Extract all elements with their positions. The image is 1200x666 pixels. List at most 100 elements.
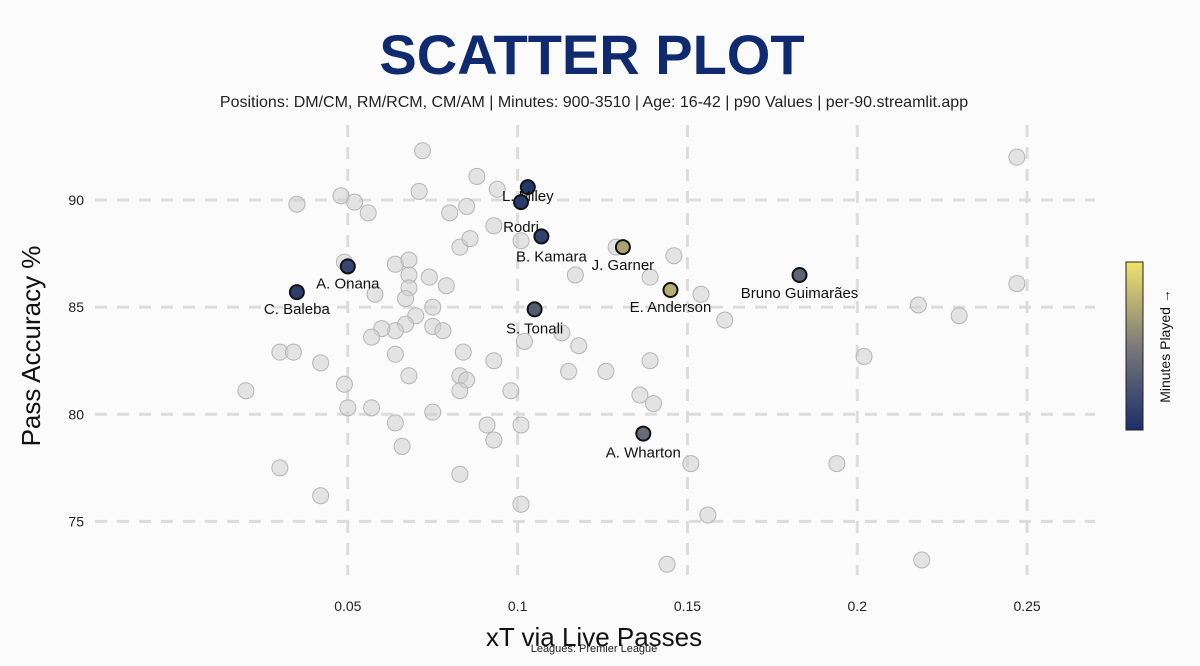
background-point xyxy=(560,362,578,380)
background-point xyxy=(451,382,469,400)
player-point[interactable] xyxy=(288,284,305,301)
player-label: S. Tonali xyxy=(506,320,563,337)
x-axis-label: xT via Live Passes xyxy=(486,622,702,652)
chart-title: SCATTER PLOT xyxy=(379,23,804,86)
background-point xyxy=(502,382,520,400)
background-point xyxy=(434,322,452,340)
background-point xyxy=(631,386,649,404)
player-point[interactable] xyxy=(339,258,356,275)
player-point[interactable] xyxy=(533,228,550,245)
background-point xyxy=(512,232,530,250)
player-point[interactable] xyxy=(513,194,530,211)
background-point xyxy=(414,142,432,160)
axis-ticks: 0.05 0.1 0.15 0.2 0.25 75 80 85 90 xyxy=(68,192,1040,614)
y-tick-label: 85 xyxy=(68,299,84,315)
background-point xyxy=(363,399,381,417)
background-point xyxy=(366,285,384,303)
player-point[interactable] xyxy=(635,425,652,442)
background-point xyxy=(828,455,846,473)
background-point xyxy=(458,197,476,215)
background-point xyxy=(485,352,503,370)
background-point xyxy=(665,247,683,265)
background-point xyxy=(1008,148,1026,166)
background-point xyxy=(441,204,459,222)
y-tick-label: 80 xyxy=(68,406,84,422)
grid xyxy=(95,125,1095,575)
leagues-caption: Leagues: Premier League xyxy=(531,643,658,655)
player-label: B. Kamara xyxy=(516,248,588,265)
background-point xyxy=(386,414,404,432)
player-label: Rodri xyxy=(503,219,539,236)
player-point[interactable] xyxy=(614,239,631,256)
background-point xyxy=(312,487,330,505)
player-label: Bruno Guimarães xyxy=(741,285,859,302)
background-point xyxy=(566,266,584,284)
background-point xyxy=(570,337,588,355)
background-point xyxy=(478,416,496,434)
background-point xyxy=(913,551,931,569)
y-tick-label: 75 xyxy=(68,513,84,529)
background-point xyxy=(855,347,873,365)
chart-subtitle: Positions: DM/CM, RM/RCM, CM/AM | Minute… xyxy=(220,94,968,111)
background-point xyxy=(641,268,659,286)
background-point xyxy=(335,375,353,393)
background-point xyxy=(271,459,289,477)
background-point xyxy=(641,352,659,370)
background-point xyxy=(512,416,530,434)
background-point xyxy=(468,167,486,185)
background-point xyxy=(461,230,479,248)
background-point xyxy=(437,277,455,295)
player-point[interactable] xyxy=(519,179,536,196)
background-point xyxy=(1008,275,1026,293)
background-point xyxy=(424,403,442,421)
background-point xyxy=(485,431,503,449)
background-point xyxy=(237,382,255,400)
background-point xyxy=(716,311,734,329)
background-point xyxy=(692,285,710,303)
player-label: C. Baleba xyxy=(264,301,331,318)
player-label: E. Anderson xyxy=(630,299,712,316)
background-point xyxy=(485,217,503,235)
player-point[interactable] xyxy=(526,301,543,318)
y-axis-label: Pass Accuracy % xyxy=(16,246,46,447)
background-point xyxy=(332,187,350,205)
background-point xyxy=(400,251,418,269)
player-point[interactable] xyxy=(662,282,679,298)
background-point xyxy=(488,180,506,198)
background-point xyxy=(682,455,700,473)
background-point xyxy=(410,182,428,200)
background-point xyxy=(553,324,571,342)
background-point xyxy=(699,506,717,524)
background-point xyxy=(284,343,302,361)
background-point xyxy=(512,495,530,513)
background-point xyxy=(454,343,472,361)
y-tick-label: 90 xyxy=(68,192,84,208)
background-point xyxy=(397,290,415,308)
background-point xyxy=(339,399,357,417)
background-point xyxy=(515,332,533,350)
background-point xyxy=(386,345,404,363)
background-point xyxy=(658,555,676,573)
x-tick-label: 0.05 xyxy=(334,598,361,614)
x-tick-label: 0.1 xyxy=(508,598,528,614)
player-label: A. Onana xyxy=(316,275,380,292)
background-point xyxy=(359,204,377,222)
player-label: A. Wharton xyxy=(606,445,681,462)
background-point xyxy=(312,354,330,372)
x-tick-label: 0.25 xyxy=(1013,598,1040,614)
background-point xyxy=(393,437,411,455)
background-point xyxy=(346,193,364,211)
background-point xyxy=(363,328,381,346)
colorbar-label: Minutes Played → xyxy=(1157,289,1173,403)
x-tick-label: 0.2 xyxy=(848,598,868,614)
background-point xyxy=(644,395,662,413)
background-point xyxy=(400,367,418,385)
background-point xyxy=(420,268,438,286)
background-point xyxy=(424,298,442,316)
player-point[interactable] xyxy=(791,267,808,283)
colorbar xyxy=(1125,261,1144,431)
background-point xyxy=(950,307,968,325)
background-point xyxy=(451,465,469,483)
